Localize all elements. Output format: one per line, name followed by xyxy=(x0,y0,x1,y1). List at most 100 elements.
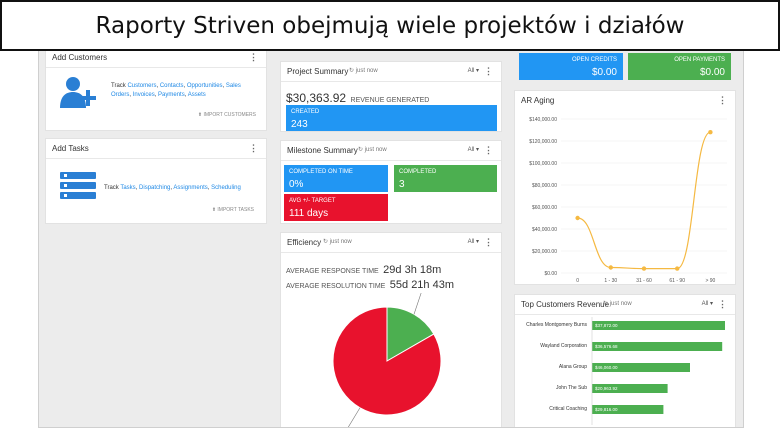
data-point xyxy=(641,266,647,271)
bar xyxy=(592,384,668,393)
y-tick-label: $100,000.00 xyxy=(529,161,557,167)
x-tick-label: 0 xyxy=(576,278,579,283)
add-tasks-title: Add Tasks xyxy=(52,144,89,153)
pie-slice xyxy=(386,306,435,362)
more-menu-icon[interactable]: ⋮ xyxy=(249,143,258,153)
data-point xyxy=(708,130,713,135)
top-customers-card: Top Customers Revenue ↻ just now All ▾ ⋮… xyxy=(514,294,736,427)
add-user-icon xyxy=(60,77,96,108)
project-summary-header: Project Summary ↻ just now All ▾ ⋮ xyxy=(281,62,501,82)
link-invoices[interactable]: Invoices xyxy=(132,92,155,98)
link-customers[interactable]: Customers xyxy=(127,83,157,89)
upload-icon: ⬆ xyxy=(197,112,203,118)
category-label: Wayland Corporation xyxy=(540,343,587,349)
dashboard-screenshot: Add Customers ⋮ Track Customers, Contact… xyxy=(38,51,744,428)
resolution-time-line: AVERAGE RESOLUTION TIME 55d 21h 43m xyxy=(286,279,454,291)
ar-aging-title: AR Aging xyxy=(521,96,555,105)
bar-value-label: $46,060.00 xyxy=(595,365,618,370)
y-tick-label: $120,000.00 xyxy=(529,139,557,145)
refresh-status[interactable]: ↻ just now xyxy=(323,239,352,245)
pie-leader-line xyxy=(348,407,361,427)
milestone-summary-title: Milestone Summary xyxy=(287,146,358,155)
revenue-line: $30,363.92 REVENUE GENERATED xyxy=(286,89,429,107)
link-assets[interactable]: Assets xyxy=(187,92,206,98)
y-tick-label: $60,000.00 xyxy=(532,205,557,211)
more-menu-icon[interactable]: ⋮ xyxy=(484,145,493,155)
link-sales-orders[interactable]: Sales Orders xyxy=(111,83,241,98)
y-tick-label: $140,000.00 xyxy=(529,117,557,123)
open-credits-tile[interactable]: OPEN CREDITS $0.00 xyxy=(519,53,623,80)
milestone-summary-header: Milestone Summary ↻ just now All ▾ ⋮ xyxy=(281,141,501,161)
refresh-status[interactable]: ↻ just now xyxy=(349,68,378,74)
category-label: Alana Group xyxy=(559,364,587,370)
efficiency-pie-chart: 16.67%83.33% xyxy=(332,293,442,427)
link-scheduling[interactable]: Scheduling xyxy=(211,185,241,191)
more-menu-icon[interactable]: ⋮ xyxy=(484,237,493,247)
link-contacts[interactable]: Contacts xyxy=(159,83,184,89)
top-customers-bar-chart: Charles Montgomery Burns $37,872.00 Waylan… xyxy=(526,317,725,425)
ar-aging-header: AR Aging ⋮ xyxy=(515,91,735,111)
data-point xyxy=(608,265,613,270)
project-summary-card: Project Summary ↻ just now All ▾ ⋮ $30,3… xyxy=(280,61,502,132)
category-label: Critical Coaching xyxy=(549,406,587,412)
link-dispatching[interactable]: Dispatching xyxy=(139,185,171,191)
task-list-icon xyxy=(60,172,96,199)
bar-value-label: $20,963.92 xyxy=(595,386,618,391)
efficiency-title: Efficiency xyxy=(287,238,322,247)
category-label: John The Sub xyxy=(556,385,587,391)
bar xyxy=(592,342,723,351)
filter-dropdown[interactable]: All ▾ xyxy=(467,147,479,153)
import-customers-button[interactable]: ⬆ IMPORT CUSTOMERS xyxy=(197,112,256,118)
pie-slice xyxy=(332,306,442,416)
x-tick-label: 1 - 30 xyxy=(604,278,617,283)
more-menu-icon[interactable]: ⋮ xyxy=(249,52,258,62)
filter-dropdown[interactable]: All ▾ xyxy=(467,68,479,74)
link-tasks[interactable]: Tasks xyxy=(120,185,136,191)
pie-leader-line xyxy=(413,293,422,315)
y-tick-label: $0.00 xyxy=(544,271,557,277)
efficiency-header: Efficiency ↻ just now All ▾ ⋮ xyxy=(281,233,501,253)
bar xyxy=(592,363,690,372)
more-menu-icon[interactable]: ⋮ xyxy=(718,299,727,309)
completed-on-time-tile[interactable]: COMPLETED ON TIME 0% xyxy=(284,165,388,192)
caption-banner: Raporty Striven obejmują wiele projektów… xyxy=(0,0,780,51)
revenue-value: $30,363.92 xyxy=(286,91,347,105)
y-tick-label: $80,000.00 xyxy=(532,183,557,189)
bar-value-label: $29,816.00 xyxy=(595,407,618,412)
data-point xyxy=(675,266,680,271)
tasks-track-text: Track Tasks, Dispatching, Assignments, S… xyxy=(104,185,241,191)
x-tick-label: > 90 xyxy=(705,278,715,283)
bar-value-label: $37,872.00 xyxy=(595,323,618,328)
project-summary-title: Project Summary xyxy=(287,67,349,76)
upload-icon: ⬆ xyxy=(211,207,217,213)
more-menu-icon[interactable]: ⋮ xyxy=(718,95,727,105)
bar xyxy=(592,321,725,330)
created-tile[interactable]: CREATED 243 xyxy=(286,105,497,131)
more-menu-icon[interactable]: ⋮ xyxy=(484,66,493,76)
series-line xyxy=(577,131,711,270)
response-time-line: AVERAGE RESPONSE TIME 29d 3h 18m xyxy=(286,264,442,276)
add-tasks-card: Add Tasks ⋮ Track Tasks, Dispatching, As… xyxy=(45,138,267,224)
x-tick-label: 61 - 90 xyxy=(669,278,685,283)
top-customers-header: Top Customers Revenue ↻ just now All ▾ ⋮ xyxy=(515,295,735,315)
completed-tile[interactable]: COMPLETED 3 xyxy=(394,165,497,192)
caption-title: Raporty Striven obejmują wiele projektów… xyxy=(95,12,685,39)
refresh-status[interactable]: ↻ just now xyxy=(358,147,387,153)
add-customers-title: Add Customers xyxy=(52,53,108,62)
link-assignments[interactable]: Assignments xyxy=(173,185,208,191)
ar-aging-card: AR Aging ⋮ $0.00 $20,000.00 $40,000.00 $60,… xyxy=(514,90,736,285)
refresh-status[interactable]: ↻ just now xyxy=(603,301,632,307)
filter-dropdown[interactable]: All ▾ xyxy=(701,301,713,307)
filter-dropdown[interactable]: All ▾ xyxy=(467,239,479,245)
revenue-label: REVENUE GENERATED xyxy=(350,97,430,104)
open-payments-tile[interactable]: OPEN PAYMENTS $0.00 xyxy=(628,53,731,80)
category-label: Charles Montgomery Burns xyxy=(526,322,587,328)
link-payments[interactable]: Payments xyxy=(158,92,185,98)
avg-target-tile[interactable]: AVG +/- TARGET 111 days xyxy=(284,194,388,221)
top-customers-title: Top Customers Revenue xyxy=(521,300,610,309)
link-opportunities[interactable]: Opportunities xyxy=(186,83,223,89)
y-tick-label: $20,000.00 xyxy=(532,249,557,255)
customers-track-text: Track Customers, Contacts, Opportunities… xyxy=(111,83,241,98)
add-customers-header: Add Customers ⋮ xyxy=(46,51,266,68)
import-tasks-button[interactable]: ⬆ IMPORT TASKS xyxy=(211,207,254,213)
